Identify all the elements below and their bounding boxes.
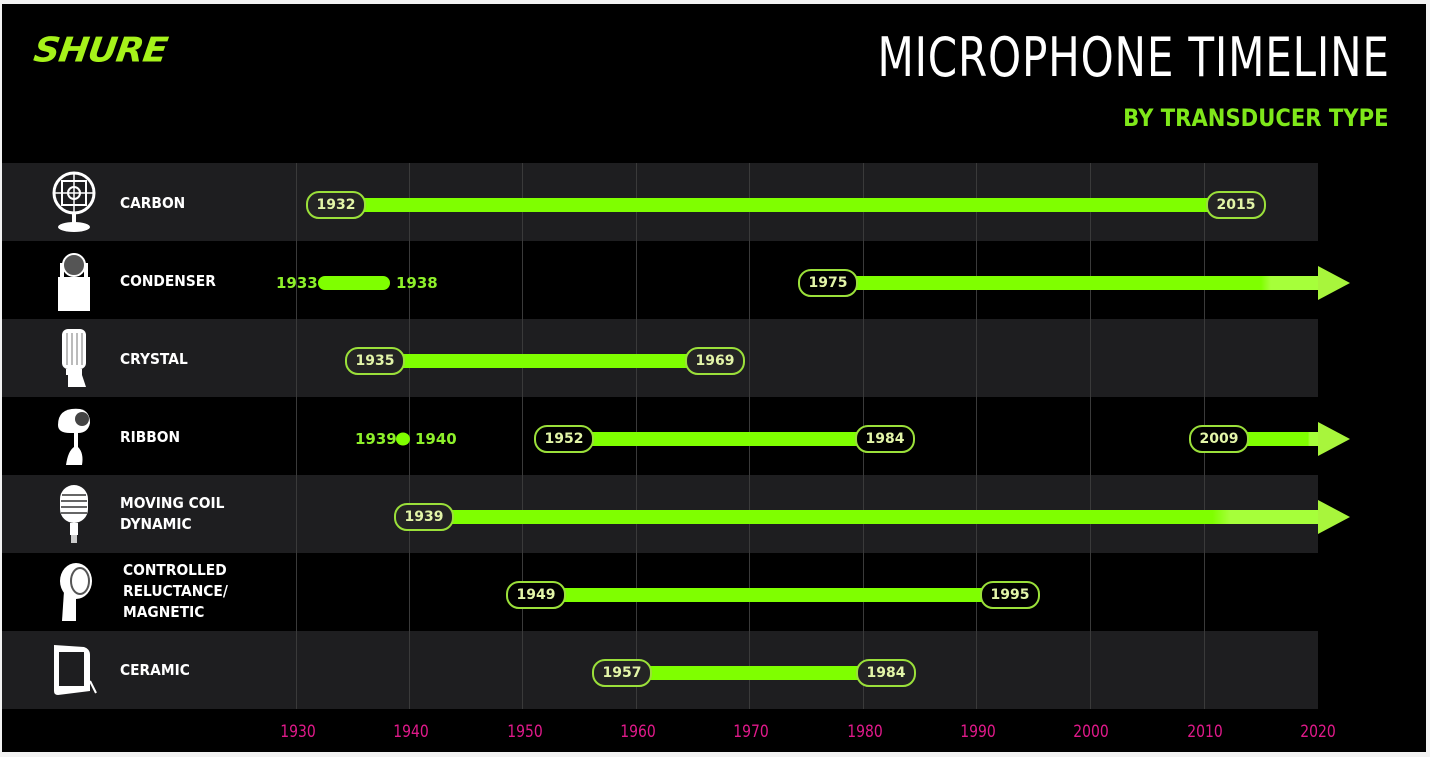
axis-tick-1980: 1980 — [847, 722, 883, 742]
year-pill-moving-coil-start: 1939 — [394, 503, 454, 531]
year-pill-reluctance-end: 1995 — [980, 581, 1040, 609]
year-pill-crystal-end: 1969 — [685, 347, 745, 375]
year-pill-ribbon-c-start: 2009 — [1189, 425, 1249, 453]
gridline-1930 — [296, 163, 297, 709]
year-pill-ribbon-b-start: 1952 — [534, 425, 594, 453]
bar-ribbon-b — [564, 432, 884, 446]
carbon-mic-icon — [52, 171, 96, 232]
page-subtitle: BY TRANSDUCER TYPE — [1122, 104, 1388, 132]
year-pill-ceramic-start: 1957 — [592, 659, 652, 687]
axis-tick-1930: 1930 — [280, 722, 316, 742]
bar-controlled-reluctance — [536, 588, 1010, 602]
row-label-ribbon: RIBBON — [120, 428, 181, 446]
reluctance-mic-icon — [60, 563, 92, 621]
axis-tick-1970: 1970 — [733, 722, 769, 742]
dot-ribbon-a — [396, 432, 410, 446]
dynamic-mic-icon — [60, 485, 88, 543]
year-ribbon-a-start: 1939 — [355, 430, 397, 448]
gridline-1990 — [976, 163, 977, 709]
shure-logo: SHURE — [31, 31, 170, 70]
row-label-ceramic: CERAMIC — [120, 661, 190, 679]
row-label-crystal: CRYSTAL — [120, 350, 188, 368]
gridline-1950 — [522, 163, 523, 709]
axis-tick-1990: 1990 — [960, 722, 996, 742]
arrow-condenser-ongoing — [1318, 266, 1350, 300]
axis-tick-1950: 1950 — [507, 722, 543, 742]
bar-condenser-b — [828, 276, 1320, 290]
ribbon-mic-icon — [58, 408, 90, 465]
page-title: MICROPHONE TIMELINE — [877, 26, 1390, 89]
axis-tick-1940: 1940 — [393, 722, 429, 742]
ceramic-mic-icon — [54, 645, 97, 695]
gridline-2000 — [1090, 163, 1091, 709]
row-label-condenser: CONDENSER — [120, 272, 216, 290]
year-pill-carbon-end: 2015 — [1206, 191, 1266, 219]
year-condenser-a-start: 1933 — [276, 274, 318, 292]
axis-tick-2010: 2010 — [1187, 722, 1223, 742]
year-pill-reluctance-start: 1949 — [506, 581, 566, 609]
bar-crystal — [375, 354, 715, 368]
year-pill-ribbon-b-end: 1984 — [855, 425, 915, 453]
crystal-mic-icon — [62, 329, 86, 387]
year-pill-crystal-start: 1935 — [345, 347, 405, 375]
axis-tick-2020: 2020 — [1300, 722, 1336, 742]
arrow-moving-coil-ongoing — [1318, 500, 1350, 534]
row-label-carbon: CARBON — [120, 194, 186, 212]
year-pill-carbon-start: 1932 — [306, 191, 366, 219]
bar-condenser-a — [318, 276, 390, 290]
axis-tick-2000: 2000 — [1073, 722, 1109, 742]
bar-ceramic — [622, 666, 886, 680]
axis-tick-1960: 1960 — [620, 722, 656, 742]
year-condenser-a-end: 1938 — [396, 274, 438, 292]
arrow-ribbon-ongoing — [1318, 422, 1350, 456]
year-pill-ceramic-end: 1984 — [856, 659, 916, 687]
bar-moving-coil — [424, 510, 1320, 524]
year-ribbon-a-end: 1940 — [415, 430, 457, 448]
condenser-mic-icon — [58, 253, 90, 311]
year-pill-condenser-b-start: 1975 — [798, 269, 858, 297]
row-label-moving-coil-dynamic: MOVING COIL DYNAMIC — [120, 494, 225, 533]
row-label-controlled-reluctance: CONTROLLED RELUCTANCE/ MAGNETIC — [123, 561, 228, 621]
bar-carbon — [336, 198, 1234, 212]
